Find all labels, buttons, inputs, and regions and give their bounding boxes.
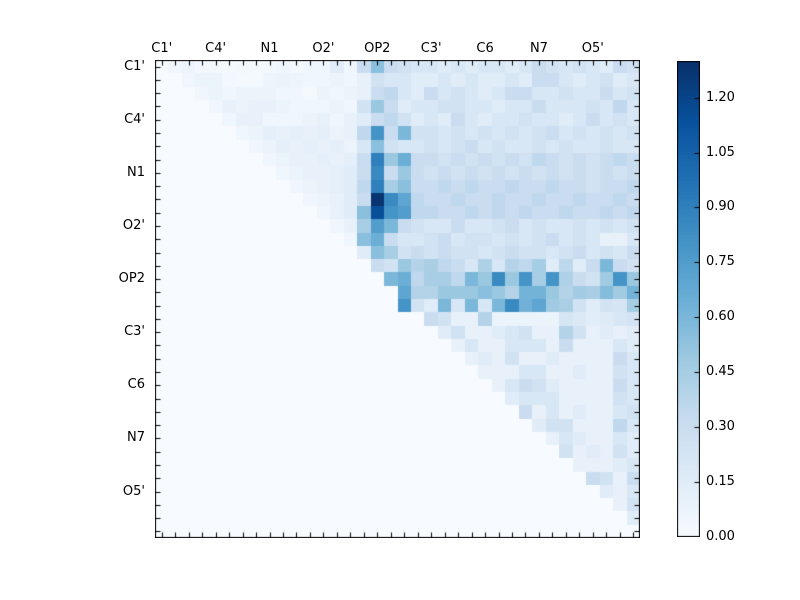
y-axis-label-O5p: O5' bbox=[122, 483, 145, 499]
x-axis-label-O5p: O5' bbox=[581, 41, 604, 56]
colorbar-tick-label-0.60: 0.60 bbox=[706, 309, 735, 325]
x-axis-label-C3p: C3' bbox=[420, 41, 442, 56]
colorbar-tick-label-0.15: 0.15 bbox=[706, 474, 735, 490]
colorbar-tick-label-1.20: 1.20 bbox=[706, 89, 735, 105]
colorbar-tick-label-1.05: 1.05 bbox=[706, 144, 735, 160]
colorbar-tick-label-0.75: 0.75 bbox=[706, 254, 735, 270]
colorbar-tick-label-0.00: 0.00 bbox=[706, 529, 735, 544]
x-axis-label-N7: N7 bbox=[529, 41, 548, 56]
x-axis-label-C6: C6 bbox=[476, 41, 494, 56]
colorbar-tick-label-0.30: 0.30 bbox=[706, 419, 735, 435]
x-axis-label-OP2: OP2 bbox=[364, 41, 391, 56]
x-axis-label-C1p: C1' bbox=[151, 41, 173, 56]
colorbar-tick-label-0.45: 0.45 bbox=[706, 364, 735, 380]
y-axis-label-C4p: C4' bbox=[124, 111, 145, 127]
y-axis-label-N7: N7 bbox=[127, 430, 145, 446]
colorbar-tick-label-0.90: 0.90 bbox=[706, 199, 735, 215]
y-axis-label-O2p: O2' bbox=[122, 217, 145, 233]
y-axis-label-N1: N1 bbox=[127, 164, 145, 180]
x-axis-label-O2p: O2' bbox=[312, 41, 335, 56]
y-axis-label-OP2: OP2 bbox=[118, 271, 145, 287]
x-axis-label-C4p: C4' bbox=[205, 41, 227, 56]
y-axis-label-C3p: C3' bbox=[124, 324, 145, 340]
colorbar-canvas bbox=[677, 61, 700, 537]
y-axis-label-C6: C6 bbox=[127, 377, 145, 393]
heatmap-canvas bbox=[155, 60, 640, 538]
x-axis-label-N1: N1 bbox=[260, 41, 279, 56]
y-axis-label-C1p: C1' bbox=[124, 58, 145, 74]
